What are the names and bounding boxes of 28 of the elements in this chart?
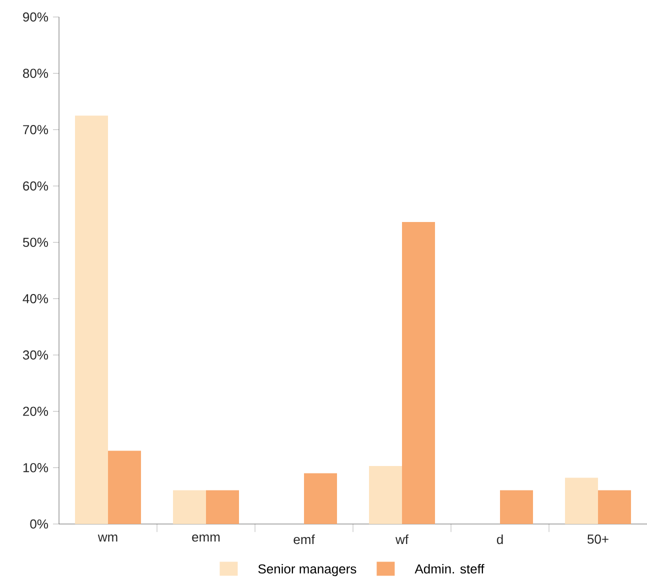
y-tick-label: 80% xyxy=(23,68,48,78)
y-tick-label: 50% xyxy=(22,238,48,247)
legend-label: Senior managers xyxy=(258,564,356,576)
y-tick-label: 60% xyxy=(23,181,48,191)
y-tick-label: 40% xyxy=(22,294,48,304)
y-tick-label: 70% xyxy=(23,125,48,134)
bar xyxy=(75,116,108,524)
bar xyxy=(369,466,402,524)
bar xyxy=(173,490,206,524)
bar xyxy=(500,490,534,524)
x-tick-label: 50+ xyxy=(587,534,608,544)
x-tick-label: emf xyxy=(294,534,315,544)
bar xyxy=(108,450,141,524)
x-tick-label: wf xyxy=(395,534,409,544)
x-tick-label: wm xyxy=(98,534,118,542)
x-tick-label: emm xyxy=(192,534,220,542)
bar xyxy=(598,490,632,524)
bar xyxy=(206,490,240,524)
bar xyxy=(565,478,598,524)
bar xyxy=(402,222,436,524)
y-tick-label: 30% xyxy=(22,350,48,360)
y-tick-label: 0% xyxy=(30,519,48,529)
y-tick-label: 90% xyxy=(23,12,48,22)
bar xyxy=(304,473,338,524)
y-tick-label: 10% xyxy=(23,463,48,472)
x-tick-label: d xyxy=(496,534,503,544)
y-tick-label: 20% xyxy=(23,406,48,416)
legend-label: Admin. steff xyxy=(414,564,484,574)
